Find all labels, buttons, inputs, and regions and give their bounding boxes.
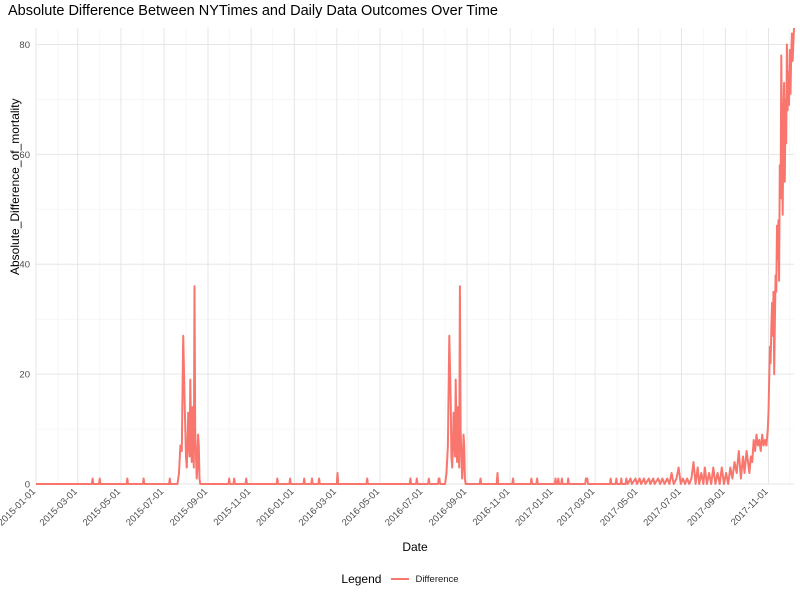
x-tick-label: 2015-07-01 [124,486,166,528]
x-tick-label: 2016-09-01 [427,486,469,528]
y-tick-label: 0 [25,480,30,491]
x-tick-label: 2015-11-01 [212,486,254,528]
y-tick-label: 20 [19,370,30,381]
major-gridlines [35,28,794,485]
series-layer [36,27,795,485]
series-line-difference [36,27,795,485]
x-tick-label: 2016-05-01 [340,486,382,528]
x-tick-label: 2017-07-01 [641,486,683,528]
chart-title: Absolute Difference Between NYTimes and … [8,3,498,19]
x-tick-label: 2016-01-01 [254,486,296,528]
y-tick-label: 40 [19,260,30,271]
x-tick-labels: 2015-01-01 2015-03-01 2015-05-01 2015-07-01… [0,486,771,528]
y-tick-labels: 0 20 40 60 80 [19,40,30,491]
x-tick-label: 2015-01-01 [0,486,38,528]
y-tick-label: 80 [19,40,30,51]
x-tick-label: 2015-09-01 [168,486,210,528]
legend-label-difference: Difference [415,573,459,585]
x-axis-label: Date [402,540,428,554]
legend: Legend Difference [0,572,800,586]
x-tick-label: 2015-03-01 [38,486,80,528]
x-tick-label: 2017-01-01 [513,486,555,528]
x-tick-label: 2016-07-01 [383,486,425,528]
x-tick-label: 2016-03-01 [297,486,339,528]
legend-title: Legend [341,572,382,586]
x-tick-label: 2017-05-01 [598,486,640,528]
x-tick-label: 2017-03-01 [555,486,597,528]
minor-gridlines [36,28,794,484]
y-tick-label: 60 [19,150,30,161]
x-tick-label: 2015-05-01 [81,486,123,528]
x-tick-label: 2017-09-01 [685,486,727,528]
x-tick-label: 2017-11-01 [729,486,771,528]
legend-key-difference [391,578,410,580]
y-axis-label: Absolute_Difference_of_mortality [8,98,22,275]
x-tick-label: 2016-11-01 [471,486,513,528]
